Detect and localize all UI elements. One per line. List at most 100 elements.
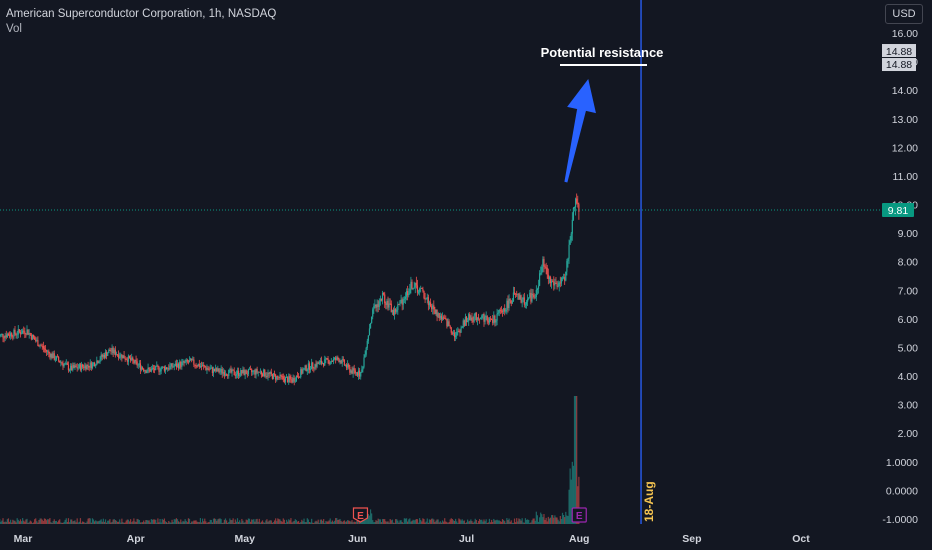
candle-body — [144, 370, 146, 372]
volume-bar — [279, 519, 281, 524]
candle-body — [29, 333, 31, 335]
candle-body — [376, 304, 378, 308]
volume-bar — [356, 520, 359, 524]
volume-bar — [97, 521, 99, 524]
volume-bar — [429, 519, 432, 524]
candle-body — [353, 368, 355, 371]
volume-bar — [66, 521, 68, 524]
candle-body — [548, 277, 551, 280]
volume-bar — [278, 519, 280, 524]
volume-bar — [23, 520, 25, 524]
volume-bar — [175, 518, 178, 524]
volume-bar — [121, 518, 123, 524]
candle-body — [284, 377, 287, 382]
candle-body — [102, 354, 104, 357]
volume-bar — [265, 520, 267, 524]
candle-body — [362, 366, 364, 370]
volume-bar — [187, 518, 190, 524]
candle-body — [369, 323, 372, 329]
y-tick-label: 2.00 — [898, 428, 919, 440]
volume-bar — [528, 519, 530, 524]
candle-body — [498, 310, 500, 313]
volume-bar — [452, 520, 455, 524]
candle-body — [415, 282, 417, 286]
candle-body — [173, 365, 175, 367]
volume-bar — [63, 521, 65, 524]
candle-body — [308, 363, 311, 370]
volume-bar — [166, 522, 168, 524]
candle-body — [381, 292, 384, 301]
candle-body — [431, 306, 433, 310]
candle-body — [219, 371, 221, 373]
candle-body — [19, 331, 22, 335]
candle-body — [417, 291, 420, 293]
x-tick-label: Sep — [682, 533, 701, 545]
volume-bar — [558, 521, 560, 524]
candle-body — [345, 364, 348, 368]
candle-body — [395, 309, 397, 312]
candle-body — [576, 198, 578, 203]
candle-body — [267, 373, 269, 377]
volume-bar — [155, 519, 157, 524]
volume-bar — [83, 521, 85, 524]
candle-body — [456, 332, 458, 336]
candle-body — [574, 198, 577, 208]
volume-bar — [464, 522, 467, 524]
volume-bar — [70, 519, 72, 524]
candle-body — [484, 316, 486, 322]
candle-body — [200, 365, 203, 367]
candle-body — [113, 349, 115, 354]
candle-body — [61, 362, 63, 364]
volume-bar — [3, 522, 5, 524]
volume-bar — [49, 518, 51, 524]
candle-body — [390, 303, 392, 313]
volume-bar — [355, 521, 357, 524]
volume-bar — [120, 522, 122, 524]
volume-bar — [304, 522, 306, 524]
up-arrow-annotation[interactable] — [564, 79, 596, 183]
candle-body — [482, 314, 484, 316]
volume-bar — [302, 521, 304, 524]
candle-body — [221, 369, 223, 374]
candle-body — [14, 329, 16, 334]
earnings-marker[interactable]: E — [352, 507, 369, 523]
volume-bar — [320, 519, 323, 524]
volume-bar — [152, 519, 155, 524]
candle-body — [513, 292, 516, 294]
candle-body — [392, 309, 395, 315]
candle-body — [556, 283, 558, 287]
volume-bar — [576, 396, 578, 524]
volume-bar — [130, 519, 132, 524]
candle-body — [450, 327, 452, 333]
volume-bar — [168, 520, 170, 524]
volume-bar — [413, 520, 415, 524]
candle-body — [114, 349, 116, 356]
candle-body — [314, 364, 316, 369]
candle-body — [73, 365, 75, 368]
volume-indicator-label[interactable]: Vol — [6, 23, 22, 35]
earnings-marker[interactable]: E — [571, 507, 587, 523]
candle-body — [71, 365, 73, 371]
candle-body — [476, 317, 479, 321]
volume-bar — [389, 519, 391, 524]
candle-body — [365, 347, 367, 355]
candle-body — [98, 361, 100, 364]
candle-body — [176, 363, 179, 367]
currency-button[interactable]: USD — [885, 4, 923, 24]
volume-bar — [524, 518, 527, 524]
volume-bar — [78, 521, 80, 524]
volume-bar — [495, 520, 497, 524]
last-price-badge: 9.81 — [882, 202, 914, 217]
volume-bar — [267, 521, 269, 524]
candle-body — [544, 266, 546, 268]
volume-bar — [367, 513, 369, 524]
candle-body — [264, 369, 266, 377]
volume-bar — [415, 519, 417, 524]
candle-body — [568, 244, 570, 259]
volume-bar — [349, 521, 351, 524]
candle-body — [13, 329, 15, 338]
candle-body — [325, 358, 327, 360]
volume-bar — [204, 518, 206, 524]
volume-bar — [505, 522, 507, 524]
